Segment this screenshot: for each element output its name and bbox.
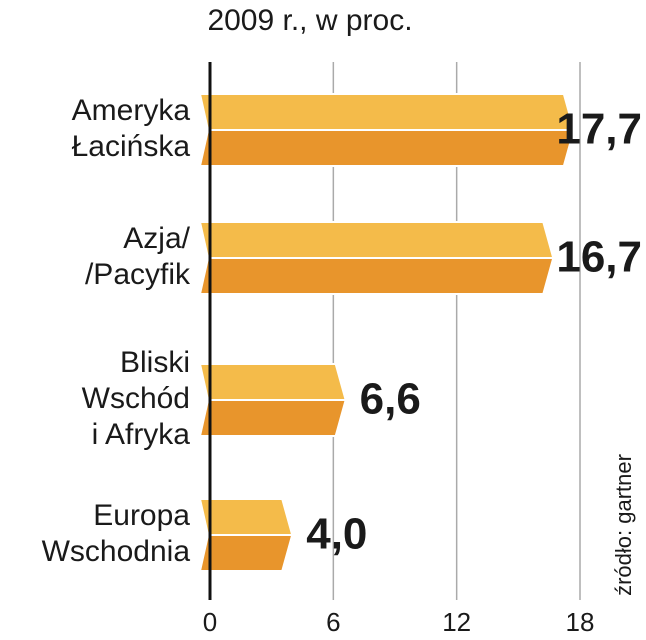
category-line: Europa — [93, 499, 190, 532]
category-label: Azja//Pacyfik — [85, 222, 191, 291]
value-label: 6,6 — [360, 375, 421, 424]
value-label: 16,7 — [556, 233, 642, 282]
category-line: Łacińska — [72, 130, 191, 163]
value-label: 17,7 — [556, 105, 642, 154]
x-tick-label: 12 — [442, 607, 471, 637]
category-label: Bliski Wschód i Afryka — [82, 346, 191, 451]
category-label: Ameryka Łacińska — [72, 94, 191, 163]
x-tick-label: 18 — [566, 607, 595, 637]
bar-shade — [198, 129, 576, 167]
category-line: Azja/ — [123, 222, 190, 255]
category-line: Wschód — [82, 382, 190, 415]
bar-shade — [198, 399, 347, 437]
x-tick-label: 0 — [203, 607, 217, 637]
source-note: źródło: gartner — [611, 454, 636, 596]
chart-title: 2009 r., w proc. — [207, 4, 412, 37]
category-line: Ameryka — [72, 94, 191, 127]
category-line: Wschodnia — [42, 535, 191, 568]
category-label: Europa Wschodnia — [42, 499, 191, 568]
category-line: Bliski — [120, 346, 190, 379]
category-line: /Pacyfik — [85, 258, 191, 291]
category-line: i Afryka — [92, 418, 191, 451]
bar-shade — [198, 257, 555, 295]
value-label: 4,0 — [306, 510, 367, 559]
x-tick-label: 6 — [326, 607, 340, 637]
bar-shade — [198, 534, 294, 572]
